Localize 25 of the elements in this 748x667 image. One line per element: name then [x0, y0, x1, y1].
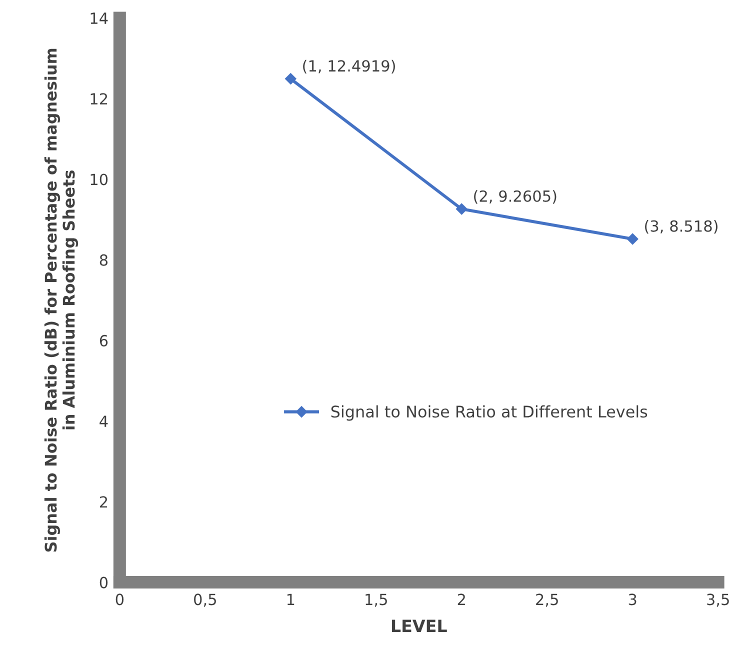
y-axis-title: Signal to Noise Ratio (dB) for Percentage of magnesium in Aluminium Roofing Sheets [44, 48, 78, 552]
x-tick-label: 0,5 [194, 594, 216, 607]
x-tick-label: 2 [458, 594, 465, 606]
y-tick-label: 4 [100, 416, 108, 427]
point [285, 73, 296, 84]
point [456, 203, 468, 215]
y-tick-label: 14 [90, 12, 108, 24]
y-tick-label: 10 [90, 174, 108, 186]
x-tick-label: 1,5 [366, 594, 387, 607]
point [626, 233, 638, 245]
legend-label: Signal to Noise Ratio at Different Levels [331, 405, 648, 421]
x-tick-label: 2,5 [536, 594, 558, 607]
y-tick-label: 8 [100, 254, 108, 266]
x-tick-label: 3,5 [707, 594, 729, 607]
x-tick-label: 1 [287, 594, 294, 606]
data-label: (2, 9.2605) [474, 190, 556, 204]
y-tick-label: 6 [100, 334, 108, 346]
data-label: (1, 12.4919) [303, 60, 395, 74]
x-axis-title: LEVEL [392, 620, 447, 632]
x-tick-label: 3 [628, 594, 636, 606]
data-label: (3, 8.518) [645, 220, 718, 234]
y-tick-label: 2 [100, 496, 108, 508]
y-tick-label: 0 [100, 576, 108, 588]
x-tick-label: 0 [116, 594, 124, 606]
y-tick-label: 12 [90, 93, 108, 104]
